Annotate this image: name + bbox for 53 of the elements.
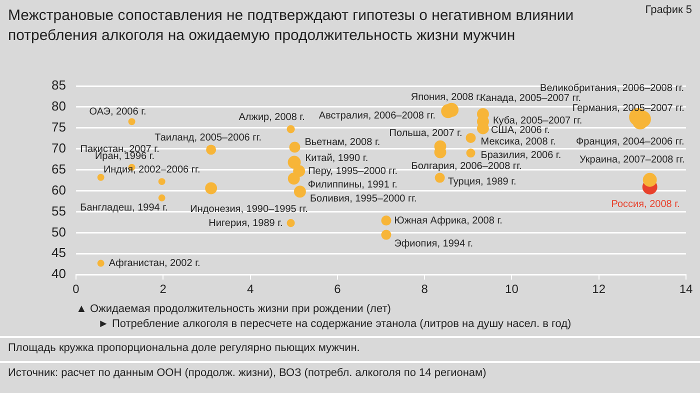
annotation: Германия, 2005–2007 гг. (572, 102, 684, 114)
y-tick-label: 55 (52, 203, 66, 218)
text: График 5 (645, 4, 692, 16)
annotation: Мексика, 2008 г. (480, 136, 556, 148)
x-tick-label: 4 (246, 282, 254, 296)
annotation: Польша, 2007 г. (389, 128, 462, 140)
annotation: Австралия, 2006–2008 гг. (318, 110, 436, 122)
y-tick-label: 75 (52, 119, 66, 134)
y-tick-label: 70 (52, 140, 66, 156)
annotation: Великобритания, 2006–2008 гг. (540, 82, 684, 94)
annotation: Алжир, 2008 г. (238, 112, 305, 123)
text: ▲ Ожидаемая продолжительность жизни при рождении (лет) (76, 303, 391, 315)
annotation: Бангладеш, 1994 г. (80, 202, 168, 214)
x-axis-title: ► Потребление алкоголя в пересчете на содержание этанола (литров на душу насел. в год) (98, 318, 572, 330)
x-tick-label: 12 (592, 282, 606, 296)
y-tick-label: 85 (52, 78, 66, 93)
text: Площадь кружка пропорциональна доле регулярно пьющих мужчин. (0, 336, 700, 354)
annotation: Вьетнам, 2008 г. (304, 136, 380, 148)
text: Источник: расчет по данным ООН (продолж. жизни), ВОЗ (потребл. алкоголя по 14 регионам) (0, 361, 700, 379)
annotation: Бразилия, 2006 г. (480, 150, 562, 161)
annotation: Индонезия, 1990–1995 гг. (190, 204, 308, 216)
chart-title: Межстрановые сопоставления не подтверждают гипотезы о негативном влиянии потребления алкоголя на ожидаемую продолжительность жизни мужчин (8, 6, 575, 46)
y-tick-label: 50 (52, 224, 66, 240)
annotation: Куба, 2005–2007 гг. (492, 115, 582, 126)
annotation: Таиланд, 2005–2006 гг. (154, 132, 262, 144)
series-label: Россия, 2008 г. (611, 198, 680, 210)
x-tick-label: 0 (72, 282, 80, 296)
annotation: Южная Африка, 2008 г. (394, 215, 502, 226)
x-tick-label: 6 (334, 282, 342, 296)
annotation: Филиппины, 1991 г. (308, 179, 398, 190)
y-tick-label: 65 (52, 161, 66, 176)
annotation: Эфиопия, 1994 г. (394, 238, 473, 250)
annotation: Китай, 1990 г. (305, 153, 368, 164)
x-tick-label: 8 (421, 282, 428, 296)
y-tick-label: 45 (52, 245, 66, 260)
annotation: ОАЭ, 2006 г. (89, 106, 146, 118)
x-tick-label: 10 (505, 282, 519, 296)
annotation: Япония, 2008 г. (410, 92, 482, 103)
annotation: Франция, 2004–2006 гг. (576, 136, 684, 148)
annotation: Афганистан, 2002 г. (108, 258, 200, 270)
annotation: Нигерия, 1989 г. (208, 218, 283, 229)
annotation: Болгария, 2006–2008 гг. (411, 160, 522, 172)
annotation: Индия, 2002–2006 гг. (103, 164, 200, 176)
annotation: Боливия, 1995–2000 гг. (310, 193, 417, 204)
x-tick-label: 2 (160, 282, 167, 296)
annotation: Украина, 2007–2008 гг. (580, 154, 685, 166)
y-tick-label: 60 (52, 182, 66, 198)
annotation: Перу, 1995–2000 гг. (308, 166, 398, 177)
annotation: Турция, 1989 г. (448, 176, 516, 188)
x-tick-label: 14 (679, 282, 693, 296)
annotation: США, 2006 г. (490, 125, 550, 136)
y-tick-label: 80 (52, 98, 66, 114)
y-tick-label: 40 (52, 266, 66, 282)
